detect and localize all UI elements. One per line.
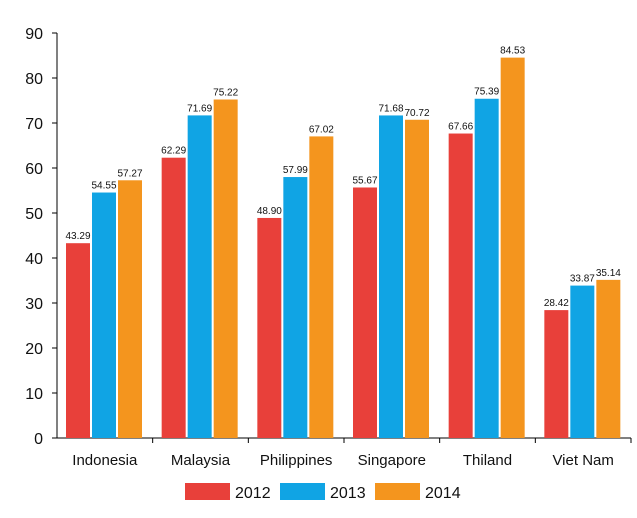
y-tick-label: 40: [25, 251, 43, 268]
data-label: 67.02: [309, 124, 334, 135]
x-category-label: Singapore: [358, 452, 426, 469]
bar-2013: [92, 192, 116, 438]
legend-swatch-2012: [185, 483, 230, 500]
bar-2013: [283, 177, 308, 439]
bar-2014: [500, 57, 525, 439]
bar-2013: [570, 285, 595, 438]
data-label: 57.27: [117, 168, 142, 179]
legend: 2012 2013 2014: [185, 483, 461, 502]
legend-swatch-2013: [280, 483, 325, 500]
y-tick-label: 20: [25, 341, 43, 358]
y-tick-label: 0: [34, 431, 43, 448]
data-label: 70.72: [404, 108, 429, 119]
data-label: 33.87: [570, 274, 595, 285]
data-label: 55.67: [352, 175, 377, 186]
x-category-label: Indonesia: [72, 452, 138, 469]
bar-2012: [66, 243, 90, 438]
bar-2014: [405, 119, 429, 438]
legend-label: 2013: [330, 485, 366, 502]
legend-swatch-2014: [375, 483, 420, 500]
x-category-label: Viet Nam: [552, 452, 613, 469]
y-tick-label: 50: [25, 206, 43, 223]
y-axis: 0 10 20 30 40 50 60 70 80 90: [25, 26, 58, 448]
data-label: 35.14: [596, 268, 621, 279]
bar-2013: [474, 98, 499, 439]
data-label: 71.69: [187, 103, 212, 114]
y-tick-label: 90: [25, 26, 43, 43]
x-axis: Indonesia Malaysia Philippines Singapore Thi…: [57, 437, 632, 469]
bar-2014: [118, 180, 142, 438]
y-tick-label: 30: [25, 296, 43, 313]
data-label: 75.22: [213, 88, 238, 99]
bar-2013: [379, 115, 403, 438]
bar-2014: [309, 136, 334, 438]
bar-2012: [161, 157, 186, 438]
data-label: 28.42: [544, 298, 569, 309]
y-tick-label: 70: [25, 116, 43, 133]
data-label: 62.29: [161, 146, 186, 157]
legend-label: 2014: [425, 485, 461, 502]
bar-2013: [187, 115, 212, 439]
bar-2014: [213, 99, 238, 438]
bar-2012: [257, 217, 282, 438]
data-label: 54.55: [91, 181, 116, 192]
y-tick-label: 80: [25, 71, 43, 88]
data-label: 48.90: [257, 206, 282, 217]
data-label: 75.39: [474, 87, 499, 98]
bar-2012: [353, 187, 377, 438]
legend-label: 2012: [235, 485, 271, 502]
data-label: 57.99: [283, 165, 308, 176]
data-label: 84.53: [500, 46, 525, 57]
bar-2012: [544, 310, 569, 438]
data-label: 67.66: [448, 122, 473, 133]
y-tick-label: 60: [25, 161, 43, 178]
bars: [66, 57, 621, 439]
bar-2014: [596, 279, 621, 438]
y-tick-label: 10: [25, 386, 43, 403]
x-category-label: Philippines: [260, 452, 333, 469]
x-category-label: Malaysia: [171, 452, 231, 469]
bar-2012: [448, 133, 473, 438]
data-label: 43.29: [65, 231, 90, 242]
data-label: 71.68: [378, 103, 403, 114]
x-category-label: Thiland: [463, 452, 512, 469]
